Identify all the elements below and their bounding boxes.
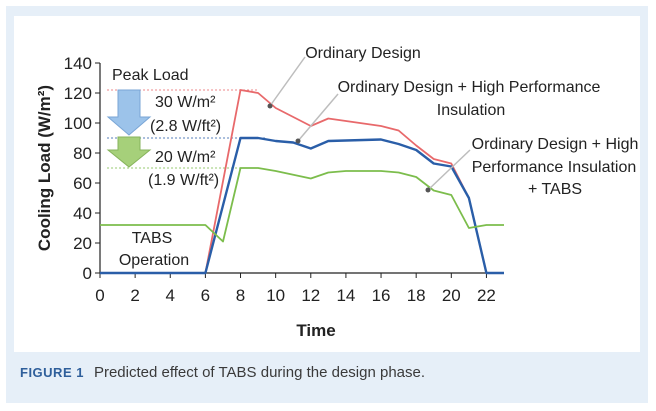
x-tick-label: 0 bbox=[95, 286, 104, 305]
y-tick-label: 100 bbox=[64, 114, 92, 133]
series-tabs bbox=[100, 167, 504, 243]
top-arrow-label-1: 30 W/m² bbox=[155, 94, 216, 111]
caption-text: Predicted effect of TABS during the desi… bbox=[93, 364, 426, 381]
x-tick-label: 22 bbox=[477, 286, 496, 305]
pointer-ordinary-dot bbox=[267, 103, 273, 109]
x-tick-label: 20 bbox=[442, 286, 461, 305]
x-axis-title: Time bbox=[296, 321, 335, 340]
y-tick-group: 0 20 40 60 80 100 120 140 bbox=[64, 54, 100, 283]
label-high-performance-2: Insulation bbox=[437, 102, 506, 119]
pointer-high-performance bbox=[297, 93, 339, 142]
y-tick-label: 40 bbox=[73, 204, 92, 223]
peak-load-label: Peak Load bbox=[112, 67, 189, 84]
caption-label: FIGURE 1 bbox=[20, 365, 84, 380]
figure-caption: FIGURE 1 Predicted effect of TABS during … bbox=[20, 364, 425, 381]
x-tick-label: 8 bbox=[236, 286, 245, 305]
label-high-performance-1: Ordinary Design + High Performance bbox=[338, 79, 601, 96]
series-high-performance bbox=[100, 136, 504, 275]
x-tick-label: 10 bbox=[266, 286, 285, 305]
pointer-tabs bbox=[427, 149, 471, 191]
y-tick-label: 80 bbox=[73, 144, 92, 163]
label-tabs-1: Ordinary Design + High bbox=[472, 136, 639, 153]
tabs-operation-label-2: Operation bbox=[119, 252, 189, 269]
pointer-high-performance-dot bbox=[295, 138, 301, 144]
label-ordinary-design: Ordinary Design bbox=[305, 45, 421, 62]
plot-background bbox=[14, 16, 640, 352]
x-tick-label: 18 bbox=[407, 286, 426, 305]
top-arrow-label-2: (2.8 W/ft²) bbox=[150, 118, 221, 135]
reduction-arrow-top bbox=[106, 89, 152, 136]
label-tabs-3: + TABS bbox=[528, 181, 582, 198]
bottom-arrow-label-1: 20 W/m² bbox=[155, 149, 216, 166]
label-tabs-2: Performance Insulation bbox=[472, 159, 637, 176]
y-tick-label: 60 bbox=[73, 174, 92, 193]
arrow-top-shape bbox=[106, 89, 152, 136]
x-tick-label: 4 bbox=[166, 286, 175, 305]
x-tick-label: 6 bbox=[201, 286, 210, 305]
bottom-arrow-label-2: (1.9 W/ft²) bbox=[148, 172, 219, 189]
x-tick-label: 16 bbox=[372, 286, 391, 305]
pointer-tabs-dot bbox=[425, 187, 431, 193]
x-tick-label: 14 bbox=[336, 286, 355, 305]
series-group bbox=[100, 89, 504, 275]
figure-frame bbox=[6, 6, 648, 403]
x-tick-label: 2 bbox=[130, 286, 139, 305]
reduction-arrow-bottom bbox=[106, 136, 152, 168]
y-tick-label: 140 bbox=[64, 54, 92, 73]
x-tick-group: 0 2 4 6 8 10 12 14 16 18 20 22 bbox=[95, 273, 496, 305]
y-tick-label: 0 bbox=[83, 264, 92, 283]
tabs-operation-label-1: TABS bbox=[132, 230, 173, 247]
y-tick-label: 120 bbox=[64, 84, 92, 103]
pointer-ordinary bbox=[269, 56, 306, 107]
y-axis-title: Cooling Load (W/m²) bbox=[35, 85, 54, 251]
x-tick-label: 12 bbox=[301, 286, 320, 305]
arrow-bottom-shape bbox=[106, 136, 152, 168]
y-tick-label: 20 bbox=[73, 234, 92, 253]
